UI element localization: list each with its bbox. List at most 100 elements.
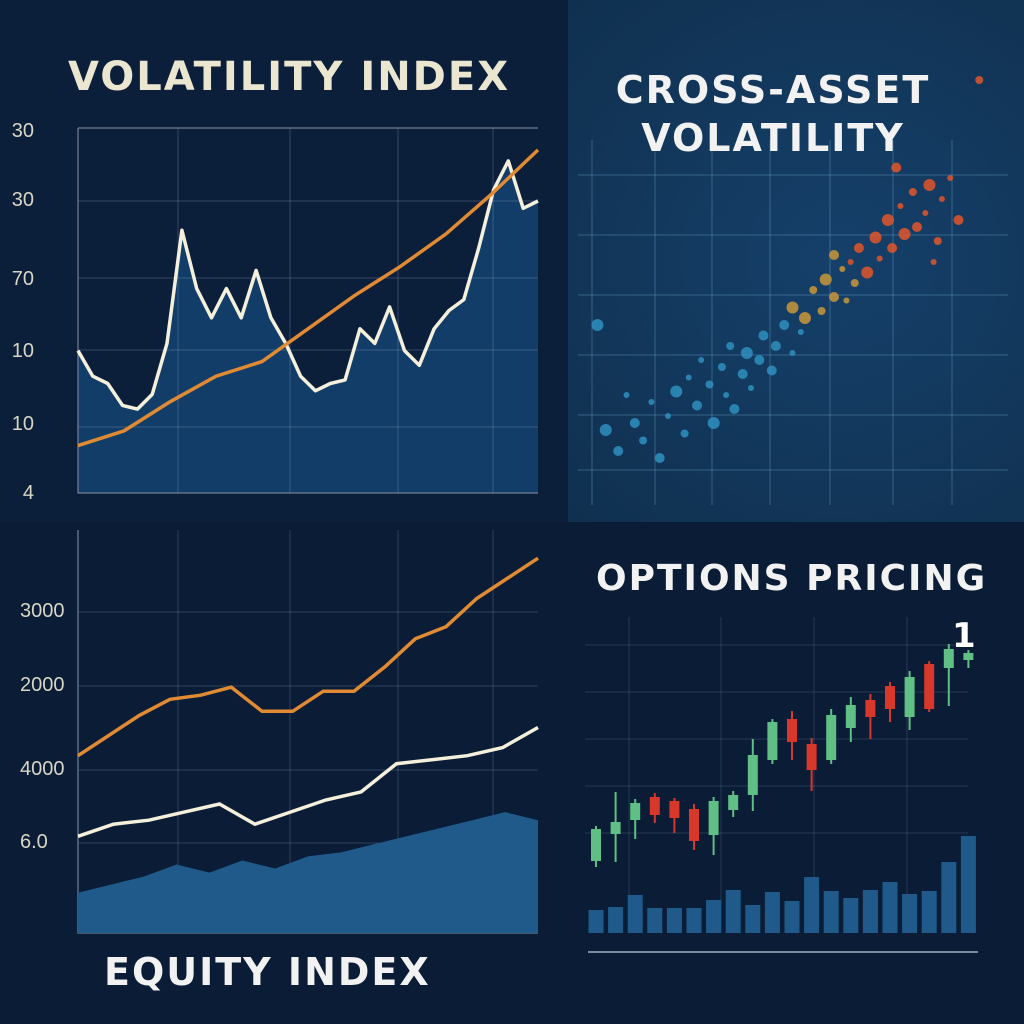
scatter-point [748,385,754,391]
scatter-point [613,446,624,456]
y-tick-label: 3000 [20,600,65,622]
candle-up [826,715,837,760]
volume-bar [627,895,643,933]
y-tick-label: 30 [11,189,34,211]
y-tick-label: 70 [11,268,34,290]
candle-down [669,801,680,818]
volume-bar [588,910,604,933]
equity-chart [77,530,539,934]
candle-up [767,722,778,760]
scatter-point [891,162,902,173]
candle-down [865,700,876,717]
y-tick-label: 4000 [20,758,65,780]
scatter-point [853,243,864,253]
y-tick-label: 10 [11,413,34,435]
volume-bar [666,908,682,933]
volume-bar [882,882,898,933]
scatter-point [665,413,671,419]
scatter-point [737,369,748,379]
scatter-point [930,259,937,265]
candle-up [708,801,719,835]
candle-up [630,803,641,820]
volume-bar [862,890,878,933]
scatter-point [599,424,612,436]
series-line-orange [77,556,539,758]
area-fill [78,812,538,933]
scatter-point [685,374,692,381]
volume-bar [784,901,800,933]
candle-down [649,797,660,815]
scatter-point [809,286,818,294]
scatter-point [819,273,832,286]
scatter-point [698,357,705,363]
volume-bar [764,892,780,933]
candle-up [943,649,954,668]
scatter-point [680,429,689,438]
scatter-point [922,210,929,216]
scatter-point [798,312,811,324]
scatter-point [692,400,703,411]
volatility-chart [76,127,540,494]
chart-title: EQUITY INDEX [104,950,431,994]
candle-down [787,719,797,742]
chart-title: OPTIONS PRICING [596,558,988,599]
scatter-point [797,329,804,335]
volume-bar [725,890,741,933]
volume-bar [902,894,918,933]
scatter-point [933,237,942,245]
y-tick-label: 2000 [20,674,65,696]
scatter-point [740,347,753,359]
options-pricing-panel: OPTIONS PRICING 1 [568,522,1024,1024]
volume-bar [745,905,761,933]
scatter-point [726,342,735,350]
series-line-trend [77,148,540,448]
y-tick-label: 10 [11,340,34,362]
scatter-point [817,307,826,315]
scatter-point [770,341,781,351]
volume-bar [941,862,957,933]
scatter-point [975,76,984,84]
cross-asset-panel: CROSS-ASSET VOLATILITY [568,0,1024,522]
scatter-point [623,392,630,398]
volatility-index-panel: VOLATILITY INDEX 30 30 70 10 10 4 [0,0,568,522]
area-fill [78,160,538,493]
scatter-point [887,243,898,253]
scatter-point [861,266,874,279]
axis-frame [77,127,538,494]
scatter-point [717,363,726,371]
scatter-point [923,179,936,191]
candle-down [924,664,935,709]
chart-title: VOLATILITY INDEX [68,54,511,100]
y-tick-label: 6.0 [20,831,48,853]
scatter-point [779,320,790,330]
candle-up [610,822,621,834]
y-tick-label: 4 [22,482,34,504]
volume-bar [686,908,702,933]
annotation-label: 1 [952,616,978,656]
scatter-point [829,292,839,302]
candle-up [845,705,856,728]
scatter-point [786,301,799,314]
scatter-point [639,436,648,445]
equity-index-panel: 3000 2000 4000 6.0 EQUITY INDEX [0,522,568,1024]
scatter-point [953,215,964,225]
scatter-point [897,203,904,209]
scatter-point [591,319,604,331]
scatter-point [629,418,640,428]
volume-bar [843,898,859,933]
candle-down [806,744,817,770]
scatter-point [754,355,765,365]
scatter-point [847,259,854,265]
scatter-point [947,175,954,181]
scatter-chart [578,76,1008,505]
scatter-point [898,228,911,240]
candlestick-chart [585,617,978,953]
scatter-point [829,250,839,260]
scatter-point [707,417,720,429]
scatter-point [758,330,769,341]
candle-down [689,809,699,841]
scatter-point [789,350,796,356]
candle-up [591,829,601,861]
scatter-point [654,453,665,463]
scatter-point [850,279,859,287]
